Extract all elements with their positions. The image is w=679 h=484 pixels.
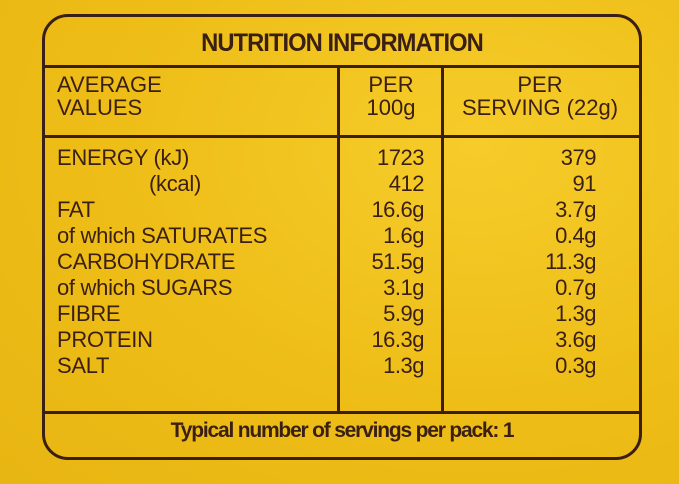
- header-serving: SERVING (22g): [461, 95, 619, 120]
- header-per-serving: PER SERVING (22g): [445, 73, 635, 119]
- row-saturates: of which SATURATES 1.6g 0.4g: [57, 223, 596, 248]
- divider-header: [45, 135, 639, 138]
- column-divider-1: [337, 65, 340, 413]
- divider-title: [45, 65, 639, 68]
- column-divider-2: [441, 65, 444, 413]
- row-sugars: of which SUGARS 3.1g 0.7g: [57, 275, 596, 300]
- row-energy-kj: ENERGY (kJ) 1723 379: [57, 145, 597, 170]
- header-values: VALUES: [57, 95, 143, 120]
- header-100g: 100g: [366, 95, 416, 120]
- divider-footer: [45, 411, 639, 414]
- header-per-1: PER: [368, 72, 414, 97]
- row-protein: PROTEIN 16.3g 3.6g: [57, 327, 596, 352]
- row-carbohydrate: CARBOHYDRATE 51.5g 11.3g: [57, 249, 596, 274]
- header-average: AVERAGE: [57, 72, 162, 97]
- label-title: NUTRITION INFORMATION: [201, 29, 484, 57]
- servings-per-pack: Typical number of servings per pack: 1: [170, 419, 515, 442]
- row-fat: FAT 16.6g 3.7g: [57, 197, 596, 222]
- nutrition-label: NUTRITION INFORMATION AVERAGE VALUES PER…: [42, 14, 642, 460]
- row-salt: SALT 1.3g 0.3g: [57, 353, 596, 378]
- header-per-100g: PER 100g: [341, 73, 441, 119]
- row-fibre: FIBRE 5.9g 1.3g: [57, 301, 596, 326]
- header-per-2: PER: [517, 72, 563, 97]
- row-energy-kcal: (kcal) 412 91: [149, 171, 597, 196]
- header-average-values: AVERAGE VALUES: [57, 73, 162, 119]
